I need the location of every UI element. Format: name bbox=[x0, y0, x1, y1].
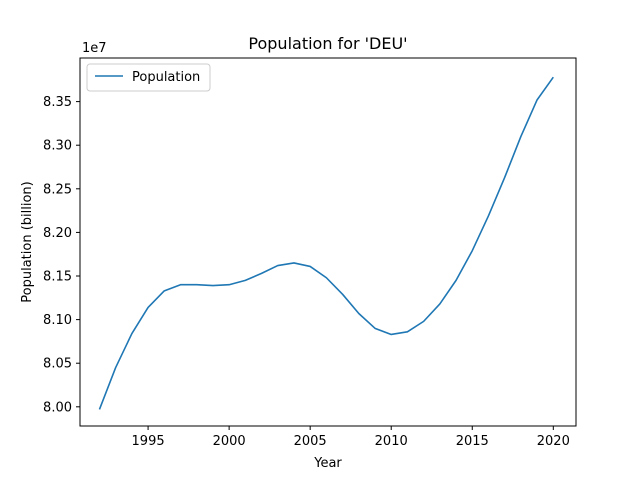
chart-title: Population for 'DEU' bbox=[248, 34, 407, 53]
y-tick-label: 8.35 bbox=[43, 95, 72, 110]
x-tick-label: 2020 bbox=[537, 434, 570, 449]
y-tick-label: 8.05 bbox=[43, 357, 72, 372]
y-axis-ticks: 8.00 8.05 8.10 8.15 8.20 8.25 8.30 8.35 bbox=[43, 95, 80, 415]
legend: Population bbox=[86, 63, 211, 92]
y-axis-label: Population (billion) bbox=[20, 181, 35, 302]
legend-box bbox=[86, 63, 211, 92]
x-tick-label: 2010 bbox=[375, 434, 408, 449]
y-tick-label: 8.15 bbox=[43, 270, 72, 285]
axes-frame bbox=[79, 57, 577, 427]
series-line-0 bbox=[98, 76, 554, 410]
plot-area bbox=[79, 57, 577, 427]
x-tick-label: 1995 bbox=[132, 434, 165, 449]
y-tick-label: 8.20 bbox=[43, 226, 72, 241]
y-axis-offset-label: 1e7 bbox=[82, 41, 107, 56]
x-tick-label: 2000 bbox=[213, 434, 246, 449]
x-tick-label: 2005 bbox=[294, 434, 327, 449]
x-tick-label: 2015 bbox=[456, 434, 489, 449]
y-tick-label: 8.10 bbox=[43, 313, 72, 328]
y-tick-label: 8.25 bbox=[43, 182, 72, 197]
x-axis-label: Year bbox=[313, 456, 342, 471]
y-tick-label: 8.30 bbox=[43, 139, 72, 154]
y-tick-label: 8.00 bbox=[43, 400, 72, 415]
legend-label: Population bbox=[132, 70, 200, 85]
x-axis-ticks: 1995 2000 2005 2010 2015 2020 bbox=[132, 426, 570, 449]
